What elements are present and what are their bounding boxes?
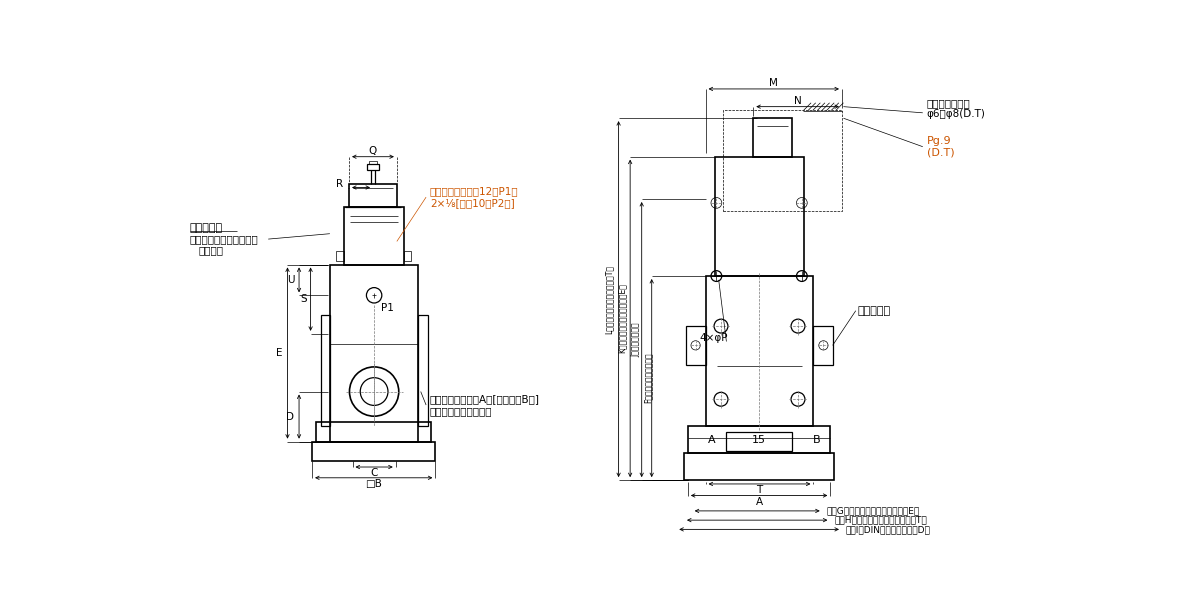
Text: M: M bbox=[769, 78, 779, 88]
Bar bbox=[813, 326, 833, 365]
Text: F（エアオペレート形）: F（エアオペレート形） bbox=[643, 353, 653, 403]
Text: パイロットポート12（P1）: パイロットポート12（P1） bbox=[430, 187, 519, 196]
Text: マニュアル: マニュアル bbox=[189, 223, 223, 233]
Text: 4×φP: 4×φP bbox=[700, 332, 728, 343]
Text: 管接続口径は下表参照: 管接続口径は下表参照 bbox=[430, 406, 492, 416]
Bar bbox=[706, 276, 813, 426]
Text: メインポート１（A）[背面２（B）]: メインポート１（A）[背面２（B）] bbox=[430, 394, 540, 404]
Text: S: S bbox=[301, 294, 307, 304]
Bar bbox=[418, 314, 428, 426]
Bar bbox=[688, 426, 830, 453]
Text: 2×⅛[背面10（P2）]: 2×⅛[背面10（P2）] bbox=[430, 198, 515, 208]
Text: の場合）: の場合） bbox=[199, 245, 224, 256]
Bar bbox=[316, 422, 431, 442]
Text: Q: Q bbox=[369, 146, 377, 157]
Bar bbox=[335, 251, 344, 260]
Bar bbox=[349, 184, 397, 207]
Text: E: E bbox=[276, 348, 282, 358]
Bar bbox=[726, 433, 792, 451]
Bar bbox=[404, 251, 411, 260]
Text: A: A bbox=[756, 497, 763, 506]
Text: （ノンロックプッシュ式: （ノンロックプッシュ式 bbox=[189, 234, 259, 244]
Text: A: A bbox=[708, 435, 715, 445]
Bar bbox=[684, 453, 834, 480]
Text: C: C bbox=[370, 468, 377, 478]
Text: (D.T): (D.T) bbox=[926, 147, 955, 157]
Text: □B: □B bbox=[365, 479, 382, 489]
Text: P1: P1 bbox=[381, 304, 394, 313]
Text: Pg.9: Pg.9 bbox=[926, 136, 951, 146]
Bar bbox=[754, 118, 792, 157]
Bar bbox=[367, 164, 379, 170]
Bar bbox=[344, 207, 404, 265]
Text: ブラケット: ブラケット bbox=[858, 305, 890, 316]
Text: B: B bbox=[812, 435, 821, 445]
Text: U: U bbox=[288, 275, 295, 285]
Bar bbox=[313, 442, 435, 461]
Text: T: T bbox=[756, 485, 763, 495]
Text: R: R bbox=[335, 179, 343, 190]
Text: φ6〜φ8(D.T): φ6〜φ8(D.T) bbox=[926, 109, 986, 119]
Text: 15: 15 bbox=[751, 435, 766, 445]
Text: L（コンジットターミナル：T）: L（コンジットターミナル：T） bbox=[605, 265, 613, 334]
Bar bbox=[686, 326, 706, 365]
Text: D: D bbox=[286, 412, 295, 422]
Text: 注）G（グロメットターミナル：E）: 注）G（グロメットターミナル：E） bbox=[827, 506, 920, 515]
Text: 注）I（DIN形ターミナル：D）: 注）I（DIN形ターミナル：D） bbox=[846, 525, 931, 534]
Bar bbox=[722, 110, 842, 211]
Text: 注）H（コンジットターミナル：T）: 注）H（コンジットターミナル：T） bbox=[834, 515, 927, 524]
Text: N: N bbox=[794, 96, 801, 106]
Text: 適用コード外径: 適用コード外径 bbox=[926, 98, 970, 108]
Bar bbox=[369, 161, 377, 164]
Bar bbox=[715, 157, 804, 276]
Text: J（グロメット）: J（グロメット） bbox=[631, 322, 640, 357]
Text: K（グロメットターミナル：E）: K（グロメットターミナル：E） bbox=[618, 283, 627, 353]
Bar bbox=[329, 265, 418, 442]
Bar bbox=[321, 314, 329, 426]
